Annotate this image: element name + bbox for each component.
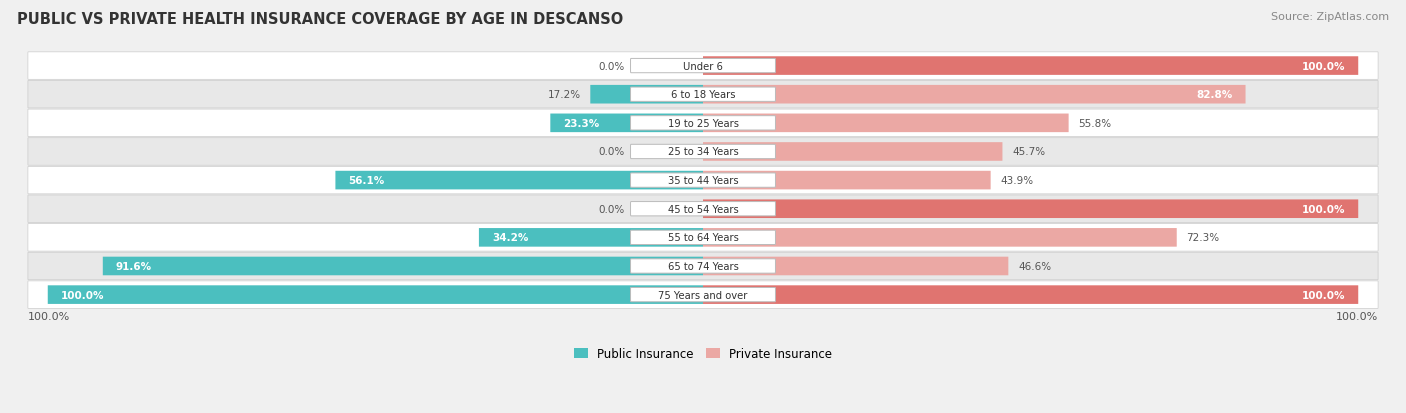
FancyBboxPatch shape bbox=[28, 53, 1378, 80]
FancyBboxPatch shape bbox=[550, 114, 703, 133]
Text: 45.7%: 45.7% bbox=[1012, 147, 1046, 157]
FancyBboxPatch shape bbox=[630, 230, 776, 245]
FancyBboxPatch shape bbox=[703, 257, 1008, 275]
Text: 55 to 64 Years: 55 to 64 Years bbox=[668, 233, 738, 243]
FancyBboxPatch shape bbox=[703, 200, 1358, 218]
FancyBboxPatch shape bbox=[630, 116, 776, 131]
Text: 100.0%: 100.0% bbox=[60, 290, 104, 300]
FancyBboxPatch shape bbox=[630, 259, 776, 273]
Text: 43.9%: 43.9% bbox=[1001, 176, 1033, 186]
FancyBboxPatch shape bbox=[630, 59, 776, 74]
FancyBboxPatch shape bbox=[630, 145, 776, 159]
Text: 82.8%: 82.8% bbox=[1197, 90, 1233, 100]
FancyBboxPatch shape bbox=[703, 85, 1246, 104]
FancyBboxPatch shape bbox=[630, 173, 776, 188]
FancyBboxPatch shape bbox=[703, 57, 1358, 76]
FancyBboxPatch shape bbox=[28, 110, 1378, 137]
Text: 100.0%: 100.0% bbox=[1336, 311, 1378, 321]
FancyBboxPatch shape bbox=[479, 228, 703, 247]
Text: 17.2%: 17.2% bbox=[547, 90, 581, 100]
Text: 0.0%: 0.0% bbox=[598, 147, 624, 157]
Text: 100.0%: 100.0% bbox=[28, 311, 70, 321]
FancyBboxPatch shape bbox=[28, 281, 1378, 309]
FancyBboxPatch shape bbox=[28, 224, 1378, 252]
Text: 65 to 74 Years: 65 to 74 Years bbox=[668, 261, 738, 271]
Text: Source: ZipAtlas.com: Source: ZipAtlas.com bbox=[1271, 12, 1389, 22]
FancyBboxPatch shape bbox=[630, 288, 776, 302]
Text: 35 to 44 Years: 35 to 44 Years bbox=[668, 176, 738, 186]
FancyBboxPatch shape bbox=[703, 143, 1002, 161]
FancyBboxPatch shape bbox=[703, 228, 1177, 247]
FancyBboxPatch shape bbox=[591, 85, 703, 104]
FancyBboxPatch shape bbox=[630, 202, 776, 216]
FancyBboxPatch shape bbox=[28, 253, 1378, 280]
Text: 100.0%: 100.0% bbox=[1302, 62, 1346, 71]
Text: 34.2%: 34.2% bbox=[492, 233, 529, 243]
Text: 46.6%: 46.6% bbox=[1018, 261, 1052, 271]
FancyBboxPatch shape bbox=[630, 88, 776, 102]
Text: 6 to 18 Years: 6 to 18 Years bbox=[671, 90, 735, 100]
Text: 0.0%: 0.0% bbox=[598, 204, 624, 214]
Text: 0.0%: 0.0% bbox=[598, 62, 624, 71]
Text: Under 6: Under 6 bbox=[683, 62, 723, 71]
Text: 100.0%: 100.0% bbox=[1302, 290, 1346, 300]
Text: 56.1%: 56.1% bbox=[349, 176, 385, 186]
Legend: Public Insurance, Private Insurance: Public Insurance, Private Insurance bbox=[574, 347, 832, 360]
FancyBboxPatch shape bbox=[703, 171, 991, 190]
Text: 45 to 54 Years: 45 to 54 Years bbox=[668, 204, 738, 214]
FancyBboxPatch shape bbox=[48, 286, 703, 304]
FancyBboxPatch shape bbox=[103, 257, 703, 275]
FancyBboxPatch shape bbox=[28, 81, 1378, 109]
FancyBboxPatch shape bbox=[703, 286, 1358, 304]
FancyBboxPatch shape bbox=[336, 171, 703, 190]
Text: 72.3%: 72.3% bbox=[1187, 233, 1219, 243]
Text: 100.0%: 100.0% bbox=[1302, 204, 1346, 214]
FancyBboxPatch shape bbox=[28, 138, 1378, 166]
Text: 75 Years and over: 75 Years and over bbox=[658, 290, 748, 300]
FancyBboxPatch shape bbox=[28, 167, 1378, 195]
FancyBboxPatch shape bbox=[28, 195, 1378, 223]
Text: 55.8%: 55.8% bbox=[1078, 119, 1112, 128]
FancyBboxPatch shape bbox=[703, 114, 1069, 133]
Text: 23.3%: 23.3% bbox=[564, 119, 600, 128]
Text: 19 to 25 Years: 19 to 25 Years bbox=[668, 119, 738, 128]
Text: PUBLIC VS PRIVATE HEALTH INSURANCE COVERAGE BY AGE IN DESCANSO: PUBLIC VS PRIVATE HEALTH INSURANCE COVER… bbox=[17, 12, 623, 27]
Text: 25 to 34 Years: 25 to 34 Years bbox=[668, 147, 738, 157]
Text: 91.6%: 91.6% bbox=[115, 261, 152, 271]
